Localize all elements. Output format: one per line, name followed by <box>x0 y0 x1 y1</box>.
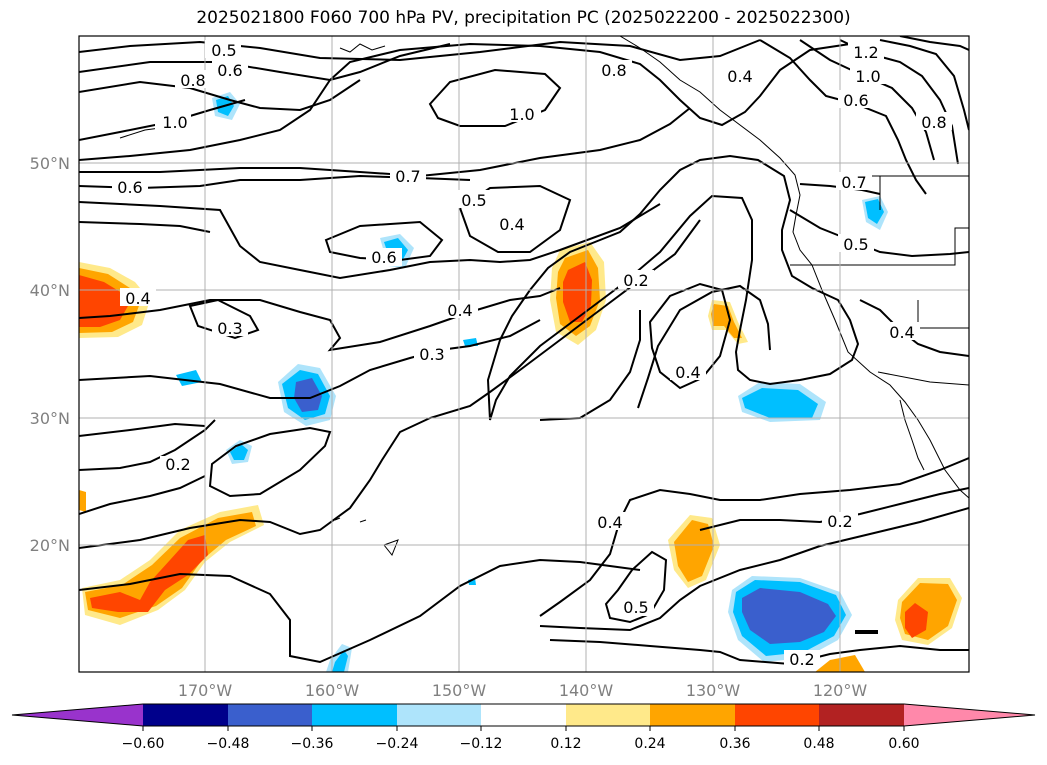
contour-label: 0.4 <box>889 323 914 342</box>
colorbar-tick-label: −0.48 <box>207 736 250 752</box>
lon-label-140w: 140°W <box>559 681 614 700</box>
colorbar-tick-label: −0.60 <box>122 736 165 752</box>
map-frame <box>78 35 970 673</box>
latitude-labels: 50°N 40°N 30°N 20°N <box>30 154 70 555</box>
contour-label: 1.2 <box>853 43 878 62</box>
lon-label-170w: 170°W <box>178 681 233 700</box>
lon-label-130w: 130°W <box>686 681 741 700</box>
lat-label-30n: 30°N <box>30 409 70 428</box>
colorbar-swatch <box>650 704 735 726</box>
contour-label: 0.5 <box>623 598 648 617</box>
contour-label: 0.4 <box>499 215 524 234</box>
contour-label: 0.2 <box>165 455 190 474</box>
colorbar-tick-label: 0.12 <box>550 736 581 752</box>
colorbar-tick-label: 0.48 <box>803 736 834 752</box>
map-area <box>79 36 969 672</box>
colorbar-swatch <box>481 704 566 726</box>
contour-label: 0.4 <box>447 301 472 320</box>
contour-label: 0.4 <box>727 67 752 86</box>
contour-label: 1.0 <box>855 67 880 86</box>
colorbar-tick-label: 0.24 <box>634 736 665 752</box>
contour-label: 0.5 <box>843 235 868 254</box>
colorbar: −0.60 −0.48 −0.36 −0.24 −0.12 0.12 0.24 … <box>11 703 1036 752</box>
contour-label: 0.4 <box>597 513 622 532</box>
contour-label: 0.8 <box>921 113 946 132</box>
contour-label: 0.6 <box>117 178 142 197</box>
contour-label: 0.3 <box>217 319 242 338</box>
contour-label: 0.2 <box>789 650 814 669</box>
contour-label: 0.8 <box>601 61 626 80</box>
contour-label: 0.8 <box>180 71 205 90</box>
map-title: 2025021800 F060 700 hPa PV, precipitatio… <box>196 8 851 28</box>
contour-label: 0.7 <box>841 173 866 192</box>
colorbar-tick-label: 0.36 <box>719 736 750 752</box>
colorbar-extend-low <box>12 704 143 726</box>
contour-label: 0.7 <box>395 167 420 186</box>
colorbar-extend-high <box>904 704 1035 726</box>
lon-label-160w: 160°W <box>305 681 360 700</box>
colorbar-swatch <box>819 704 904 726</box>
colorbar-tick-label: −0.36 <box>291 736 334 752</box>
lon-label-150w: 150°W <box>432 681 487 700</box>
contour-label: 0.6 <box>371 248 396 267</box>
pv-contours <box>79 36 969 666</box>
colorbar-tick-label: −0.12 <box>460 736 503 752</box>
contour-label: 1.0 <box>162 113 187 132</box>
contour-label: 0.6 <box>217 61 242 80</box>
lat-label-40n: 40°N <box>30 281 70 300</box>
colorbar-swatch <box>566 704 650 726</box>
contour-label: 0.5 <box>211 41 236 60</box>
precip-positive-areas <box>79 242 962 672</box>
contour-label: 1.0 <box>509 105 534 124</box>
colorbar-tick-label: −0.24 <box>376 736 419 752</box>
contour-label: 0.4 <box>125 289 150 308</box>
colorbar-swatch <box>397 704 481 726</box>
contour-labels: 0.5 0.6 0.8 1.0 0.8 0.4 1.2 1.0 0.6 0.8 … <box>112 40 952 669</box>
contour-label: 0.4 <box>675 363 700 382</box>
contour-label: 0.2 <box>623 271 648 290</box>
colorbar-swatch <box>228 704 312 726</box>
lon-label-120w: 120°W <box>813 681 868 700</box>
colorbar-swatch <box>735 704 819 726</box>
colorbar-swatch <box>312 704 397 726</box>
lat-label-20n: 20°N <box>30 536 70 555</box>
colorbar-tick-label: 0.60 <box>888 736 919 752</box>
contour-label: 0.3 <box>419 345 444 364</box>
longitude-labels: 170°W 160°W 150°W 140°W 130°W 120°W <box>178 681 868 700</box>
contour-label: 0.6 <box>843 91 868 110</box>
graticule <box>79 36 969 672</box>
lat-label-50n: 50°N <box>30 154 70 173</box>
contour-label: 0.2 <box>827 512 852 531</box>
contour-label: 0.5 <box>461 191 486 210</box>
colorbar-swatch <box>143 704 228 726</box>
